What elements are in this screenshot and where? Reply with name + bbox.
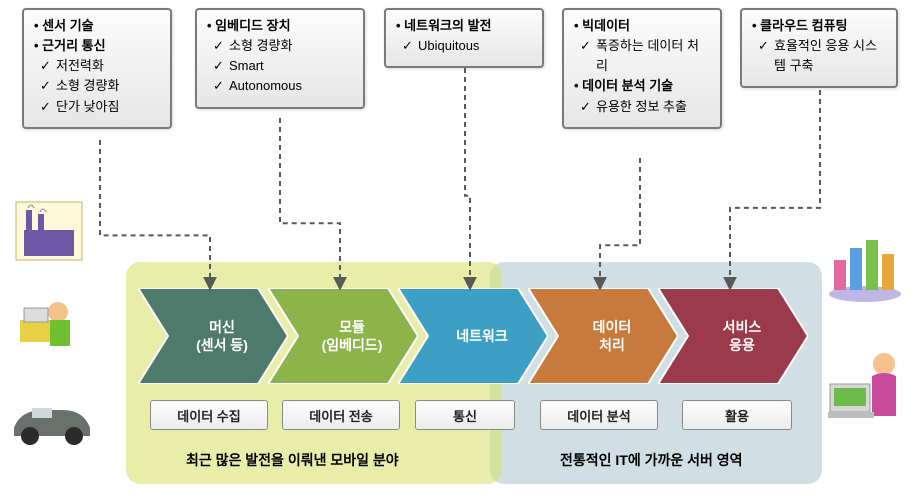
clipart-operator <box>824 340 908 430</box>
chevron-label: 데이터 처리 <box>575 318 632 354</box>
chevron-label: 서비스 응용 <box>705 318 762 354</box>
clipart-chart <box>824 230 906 304</box>
clipart-car <box>6 390 98 450</box>
chevron-label: 머신 (센서 등) <box>178 318 248 354</box>
clipart-worker <box>14 290 84 354</box>
chevron-label: 네트워크 <box>438 327 508 345</box>
connectors-layer <box>0 0 917 504</box>
clipart-factory <box>14 200 84 262</box>
chevron-label: 모듈 (임베디드) <box>304 318 383 354</box>
